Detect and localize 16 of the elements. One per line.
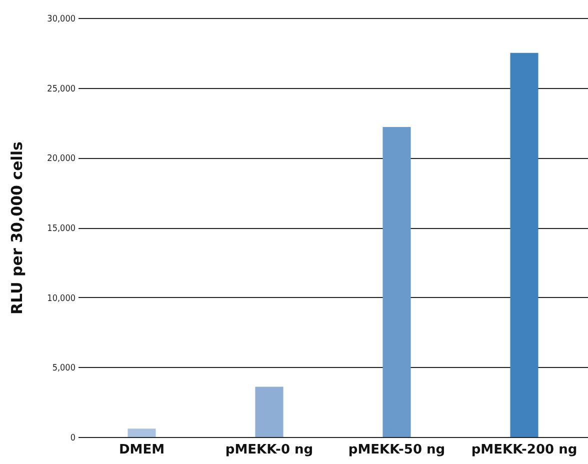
x-tick-label: pMEKK-200 ng [471, 442, 578, 458]
bar [128, 428, 156, 437]
y-tick-label: 15,000 [47, 224, 76, 234]
x-tick-label: pMEKK-50 ng [348, 442, 446, 458]
x-tick-label: DMEM [118, 442, 165, 458]
y-tick-label: 20,000 [47, 154, 76, 164]
y-tick-label: 0 [70, 434, 76, 444]
y-axis-title: RLU per 30,000 cells [8, 141, 26, 314]
y-tick-label: 5,000 [52, 364, 76, 374]
bar [382, 126, 411, 437]
y-tick-label: 30,000 [47, 14, 76, 24]
x-tick-label: pMEKK-0 ng [225, 442, 314, 458]
bar [255, 386, 284, 437]
y-tick-label: 10,000 [47, 294, 76, 304]
bar [510, 52, 538, 437]
y-tick-label: 25,000 [47, 84, 76, 94]
